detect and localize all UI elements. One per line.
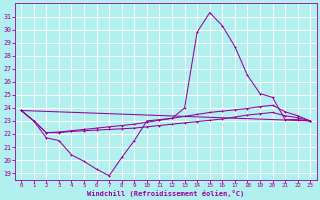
X-axis label: Windchill (Refroidissement éolien,°C): Windchill (Refroidissement éolien,°C) [87, 190, 244, 197]
